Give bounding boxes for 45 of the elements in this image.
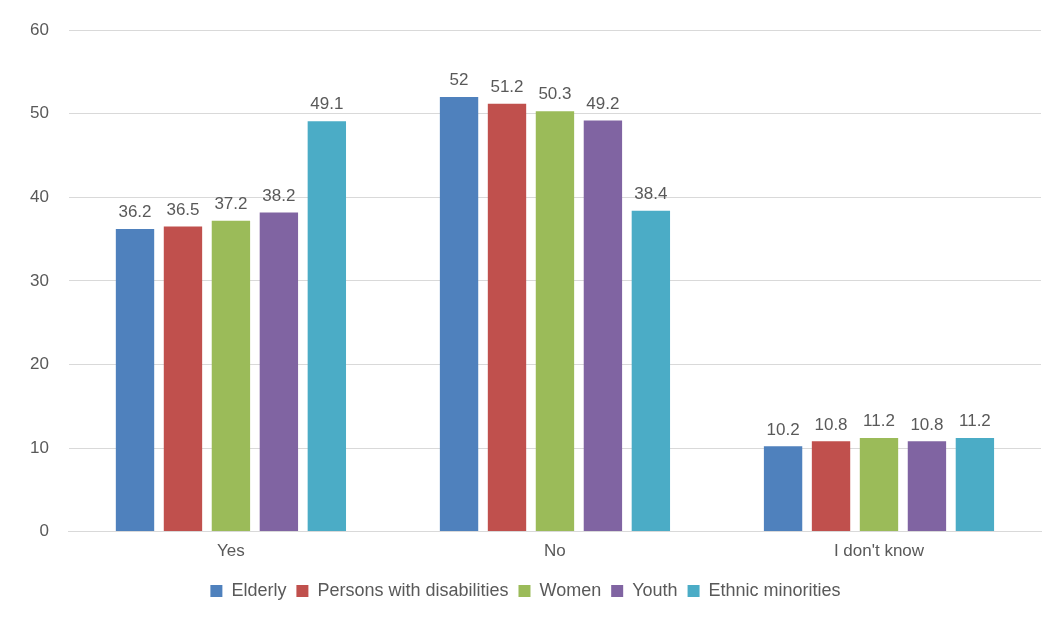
legend-label: Youth — [632, 579, 678, 600]
bar — [439, 97, 479, 532]
data-label: 50.3 — [538, 84, 572, 104]
data-label: 10.2 — [766, 419, 800, 439]
data-label: 10.8 — [814, 414, 848, 434]
data-label: 49.1 — [310, 94, 344, 114]
bar — [811, 441, 851, 532]
x-tick-label: I don't know — [833, 541, 925, 561]
data-label: 36.5 — [166, 199, 200, 219]
legend-label: Women — [539, 579, 602, 600]
bar — [259, 212, 299, 532]
data-label: 38.4 — [634, 183, 668, 203]
y-tick-label: 30 — [29, 270, 49, 290]
bar — [955, 438, 995, 532]
bar — [907, 441, 947, 532]
bar — [487, 103, 527, 532]
y-tick-label: 60 — [29, 19, 49, 39]
bar — [307, 121, 347, 532]
legend-label: Persons with disabilities — [317, 579, 509, 600]
y-tick-label: 20 — [29, 354, 49, 374]
data-label: 36.2 — [118, 202, 152, 222]
bar — [211, 220, 251, 532]
bar — [163, 226, 203, 532]
data-label: 51.2 — [490, 76, 524, 96]
bar — [115, 229, 155, 532]
legend-label: Elderly — [231, 579, 287, 600]
legend-label: Ethnic minorities — [708, 579, 841, 600]
x-tick-label: Yes — [217, 541, 245, 561]
data-label: 10.8 — [910, 414, 944, 434]
data-label: 52 — [449, 70, 469, 90]
data-label: 11.2 — [958, 411, 991, 431]
y-tick-label: 10 — [29, 437, 49, 457]
bar — [859, 438, 899, 532]
bar — [535, 111, 575, 532]
bar — [583, 120, 623, 532]
bar — [763, 446, 803, 532]
data-label: 38.2 — [262, 185, 296, 205]
y-tick-label: 0 — [39, 521, 49, 541]
x-tick-label: No — [544, 541, 566, 561]
data-label: 49.2 — [586, 93, 620, 113]
data-label: 11.2 — [863, 411, 895, 431]
y-tick-label: 50 — [29, 103, 49, 123]
y-tick-label: 40 — [29, 187, 49, 207]
data-label: 37.2 — [214, 193, 248, 213]
bar — [631, 210, 671, 532]
